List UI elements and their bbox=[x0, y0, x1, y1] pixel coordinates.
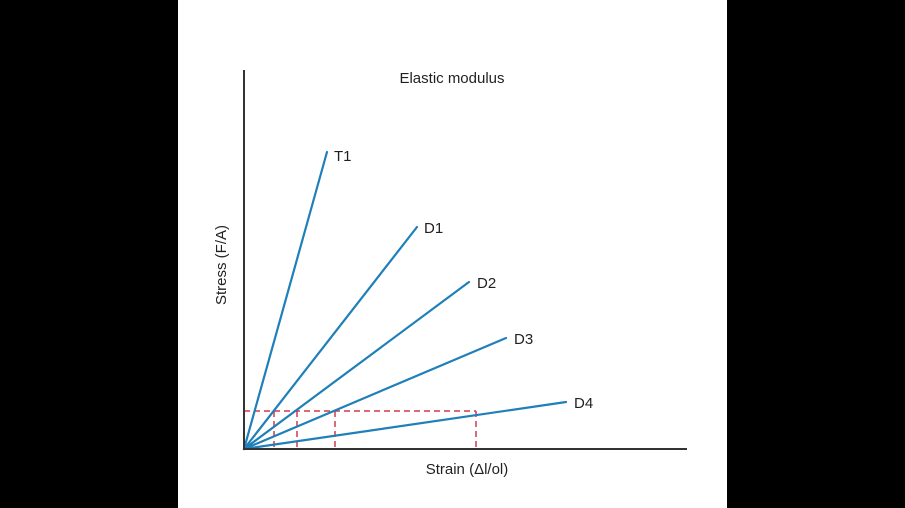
series-line-d4 bbox=[242, 400, 568, 451]
series-line-d1 bbox=[242, 225, 419, 451]
guide-lines bbox=[244, 410, 477, 449]
series-label-d1: D1 bbox=[424, 220, 443, 237]
series-label-d2: D2 bbox=[477, 275, 496, 292]
series-lines bbox=[242, 150, 568, 451]
x-axis-label: Strain (Δl/ol) bbox=[426, 461, 509, 478]
series-line-t1 bbox=[242, 150, 329, 451]
figure-panel bbox=[178, 0, 727, 508]
series-label-d3: D3 bbox=[514, 331, 533, 348]
series-label-d4: D4 bbox=[574, 395, 593, 412]
series-line-d2 bbox=[242, 280, 471, 451]
chart-title: Elastic modulus bbox=[399, 70, 504, 87]
series-line-d3 bbox=[242, 336, 508, 451]
series-label-t1: T1 bbox=[334, 148, 352, 165]
axes bbox=[243, 70, 687, 450]
y-axis-label: Stress (F/A) bbox=[213, 225, 230, 305]
